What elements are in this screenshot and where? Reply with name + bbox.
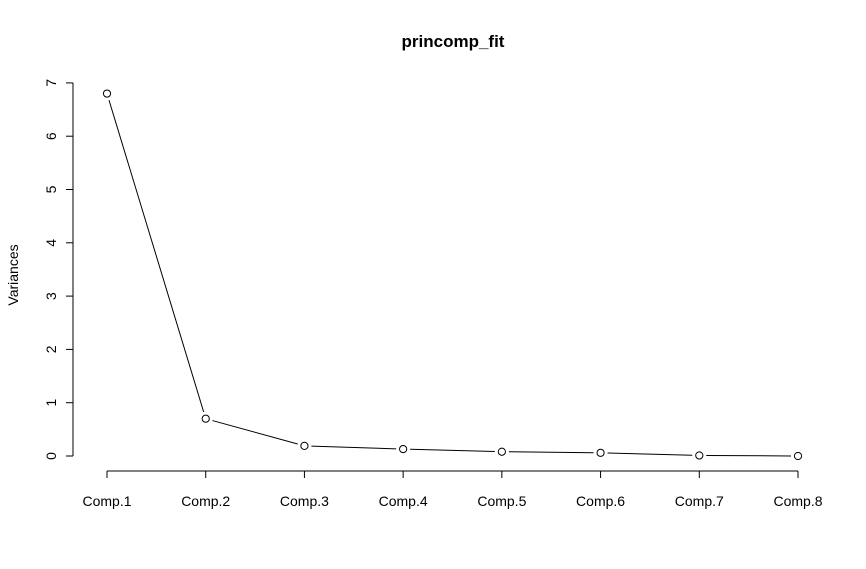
x-tick-label: Comp.8 <box>773 493 822 509</box>
series-line-segment <box>607 452 693 456</box>
y-tick-label: 6 <box>43 132 59 140</box>
x-tick-label: Comp.2 <box>181 493 230 509</box>
y-axis-label: Variances <box>5 244 21 305</box>
data-point <box>300 441 309 450</box>
y-tick-label: 2 <box>43 345 59 353</box>
data-point <box>695 451 704 460</box>
data-point <box>399 444 408 454</box>
data-point <box>497 447 506 456</box>
x-tick-label: Comp.6 <box>576 493 625 509</box>
x-axis: Comp.1 Comp.2 Comp.3 Comp.4 Comp.5 Comp.6 Comp… <box>82 470 823 509</box>
data-point <box>596 448 605 457</box>
series-line-segment <box>212 420 298 445</box>
series-line-segment <box>311 445 397 450</box>
x-tick-label: Comp.5 <box>477 493 526 509</box>
y-tick-label: 0 <box>43 452 59 460</box>
y-tick-label: 1 <box>43 399 59 407</box>
series-line-segment <box>508 451 594 454</box>
data-point <box>201 414 210 423</box>
x-tick-label: Comp.7 <box>675 493 724 509</box>
y-tick-label: 3 <box>43 292 59 300</box>
x-tick-label: Comp.1 <box>82 493 131 509</box>
series-variances <box>102 89 803 461</box>
chart-title: princomp_fit <box>402 32 505 51</box>
x-tick-label: Comp.4 <box>379 493 428 509</box>
y-tick-label: 7 <box>43 79 59 87</box>
series-line-segment <box>108 100 205 413</box>
y-axis: 0 1 2 3 4 5 6 7 <box>43 79 74 460</box>
data-point <box>102 89 112 98</box>
x-tick-label: Comp.3 <box>280 493 329 509</box>
data-point <box>793 451 803 461</box>
y-tick-label: 4 <box>43 239 59 247</box>
series-line-segment <box>410 448 495 453</box>
y-tick-label: 5 <box>43 185 59 193</box>
